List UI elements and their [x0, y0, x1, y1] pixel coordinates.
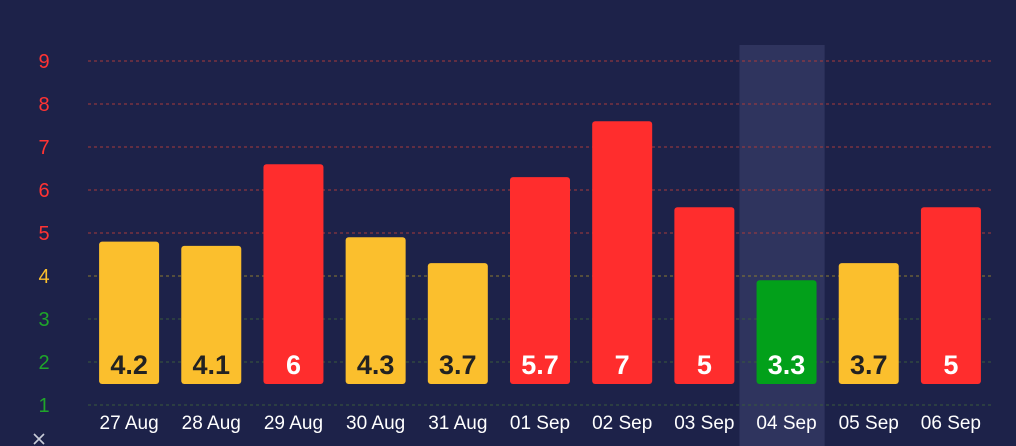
x-tick-label: 28 Aug — [182, 413, 241, 434]
bar[interactable] — [427, 263, 488, 384]
bar-value-label: 3.7 — [850, 350, 888, 380]
y-tick-label: 4 — [38, 266, 49, 288]
bar-value-label: 5 — [943, 350, 958, 380]
bar[interactable] — [838, 263, 899, 384]
bar[interactable] — [674, 207, 735, 384]
bar[interactable] — [920, 207, 981, 384]
bar-value-label: 4.2 — [110, 350, 148, 380]
bar[interactable] — [592, 121, 653, 384]
y-tick-label: 1 — [38, 395, 49, 417]
y-tick-label: 2 — [38, 352, 49, 374]
y-tick-label: 3 — [38, 309, 49, 331]
x-tick-label: 01 Sep — [510, 413, 570, 434]
y-tick-label: 7 — [38, 137, 49, 159]
bar-value-label: 6 — [286, 350, 301, 380]
x-tick-label: 29 Aug — [264, 413, 323, 434]
bar-value-label: 7 — [615, 350, 630, 380]
bar[interactable] — [345, 237, 406, 384]
bar-value-label: 3.3 — [768, 350, 806, 380]
highlight-column — [739, 45, 825, 446]
bar-value-label: 4.3 — [357, 350, 395, 380]
x-tick-label: 03 Sep — [674, 413, 734, 434]
bar[interactable] — [510, 177, 570, 384]
bar[interactable] — [263, 164, 324, 384]
y-tick-label: 9 — [38, 51, 49, 73]
bar-value-label: 4.1 — [192, 350, 230, 380]
bar[interactable] — [181, 245, 242, 384]
bar-value-label: 5.7 — [521, 350, 559, 380]
y-tick-label: 5 — [38, 223, 49, 245]
bar[interactable] — [99, 241, 160, 384]
x-tick-label: 04 Sep — [756, 413, 816, 434]
x-tick-label: 02 Sep — [592, 413, 652, 434]
close-icon[interactable] — [32, 432, 46, 446]
x-tick-label: 27 Aug — [100, 413, 159, 434]
x-tick-label: 06 Sep — [921, 413, 981, 434]
bar[interactable] — [756, 280, 817, 384]
bar-value-label: 3.7 — [439, 350, 477, 380]
bar-value-label: 5 — [697, 350, 712, 380]
x-tick-label: 05 Sep — [839, 413, 899, 434]
y-tick-label: 8 — [38, 94, 49, 116]
x-tick-label: 31 Aug — [428, 413, 487, 434]
x-tick-label: 30 Aug — [346, 413, 405, 434]
y-tick-label: 6 — [38, 180, 49, 202]
